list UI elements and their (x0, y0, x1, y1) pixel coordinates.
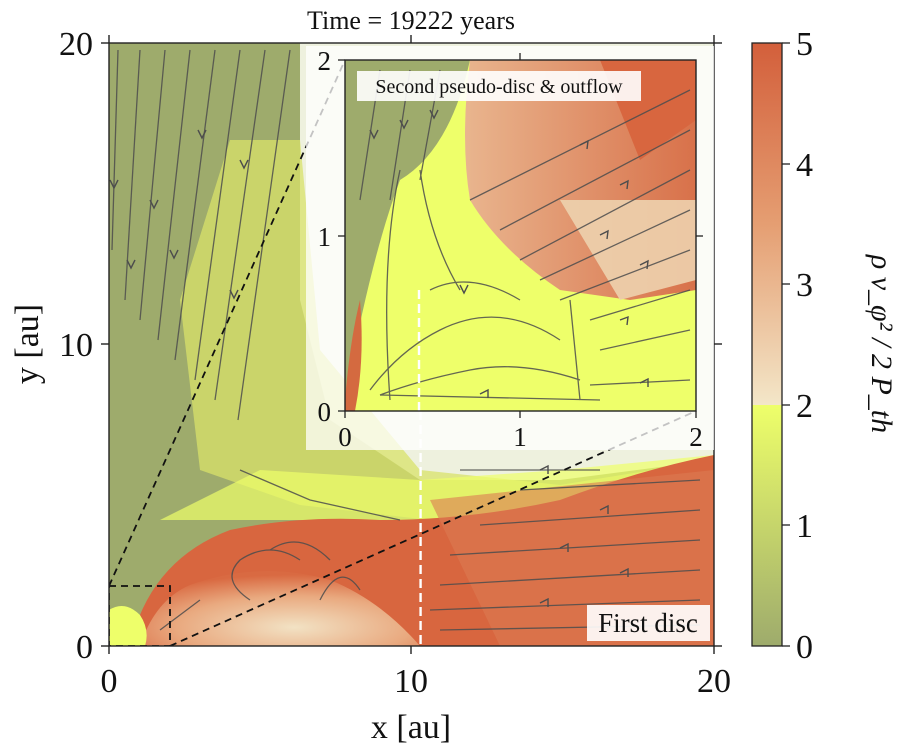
x-axis-label: x [au] (371, 709, 451, 746)
colorbar-high-segment (752, 43, 782, 405)
main-ticks (101, 35, 722, 654)
svg-text:Second pseudo-disc & outflow: Second pseudo-disc & outflow (375, 76, 623, 98)
y-axis-label: y [au] (9, 304, 46, 384)
annotation-inset: Second pseudo-disc & outflow (357, 71, 641, 101)
annotation-first-disc: First disc (587, 605, 710, 641)
y-tick-label-2: 20 (59, 26, 93, 63)
x-tick-label-0: 0 (101, 663, 118, 700)
streamlines-main (111, 49, 701, 631)
inset-x-tick-label-1: 1 (513, 422, 527, 452)
svg-text:First disc: First disc (598, 608, 698, 638)
x-tick-label-2: 20 (697, 663, 731, 700)
y-tick-label-0: 0 (76, 629, 93, 666)
zoom-connector-bottom (169, 410, 697, 646)
streamline-arrows-inset (369, 109, 649, 398)
colorbar-tick-0: 0 (796, 629, 813, 666)
streamlines-inset (359, 69, 691, 401)
inset-x-tick-label-0: 0 (338, 422, 352, 452)
x-tick-label-1: 10 (394, 663, 428, 700)
zoom-connector-top (109, 59, 346, 587)
colorbar-tick-4: 4 (796, 147, 813, 184)
colorbar-tick-1: 1 (796, 508, 813, 545)
colorbar-tick-5: 5 (796, 26, 813, 63)
inset-panel: 0 1 2 0 1 2 Second pseudo-disc & outflow (306, 46, 714, 452)
inset-x-tick-label-2: 2 (689, 422, 703, 452)
colorbar-tick-3: 3 (796, 267, 813, 304)
inset-y-tick-label-2: 2 (318, 46, 332, 76)
colorbar-low-segment (752, 405, 782, 646)
inset-y-tick-label-0: 0 (318, 397, 332, 427)
zoom-box (109, 585, 171, 646)
colorbar-tick-2: 2 (796, 388, 813, 425)
colorbar-label: ρ v_φ² / 2 P_th (865, 254, 898, 433)
inset-y-tick-label-1: 1 (318, 222, 332, 252)
chart-title: Time = 19222 years (307, 6, 515, 35)
colorbar: 0 1 2 3 4 5 ρ v_φ² / 2 P_th (751, 26, 898, 666)
y-tick-label-1: 10 (59, 327, 93, 364)
